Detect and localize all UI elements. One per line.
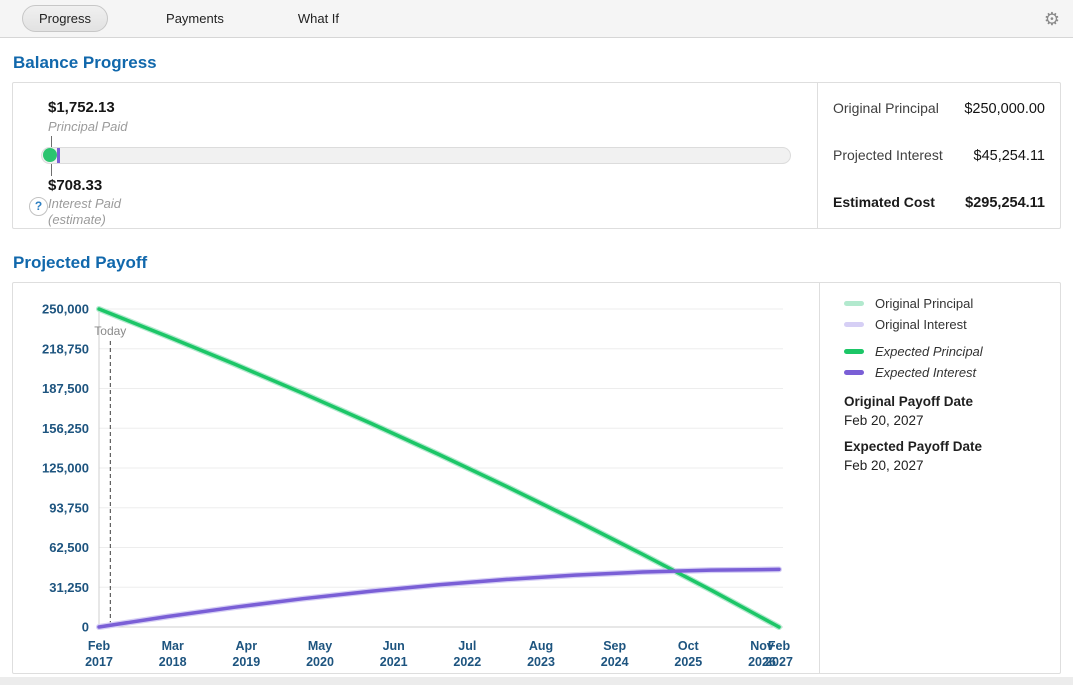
balance-progress-bar-area: $1,752.13 Principal Paid $708.33 Interes… <box>13 83 817 228</box>
legend-label: Original Principal <box>875 296 974 311</box>
top-tab-bar: Progress Payments What If ⚙ <box>0 0 1073 38</box>
expected-payoff-date-label: Expected Payoff Date <box>844 439 983 454</box>
tab-progress[interactable]: Progress <box>22 5 109 32</box>
original-payoff-date-label: Original Payoff Date <box>844 394 974 409</box>
summary-label: Original Principal <box>833 100 939 116</box>
gear-icon[interactable]: ⚙ <box>1043 8 1060 29</box>
interest-paid-marker <box>57 148 60 163</box>
balance-summary-panel: Original Principal $250,000.00 Projected… <box>817 83 1060 228</box>
series-line-expected-interest <box>97 567 781 629</box>
original-principal-swatch <box>844 301 864 306</box>
chart-legend-panel: Original Principal Original Interest Exp… <box>819 283 1060 673</box>
balance-progress-title: Balance Progress <box>13 53 157 72</box>
y-tick-label: 31,250 <box>49 580 89 595</box>
tab-payments[interactable]: Payments <box>166 11 224 26</box>
y-tick-label: 218,750 <box>42 341 89 356</box>
projected-payoff-card: 250,000 218,750 187,500 156,250 125,000 93,75… <box>12 282 1061 674</box>
legend-item-expected-principal: Expected Principal <box>844 341 1050 362</box>
y-tick-label: 0 <box>82 620 89 635</box>
legend-label: Original Interest <box>875 317 967 332</box>
summary-value: $45,254.11 <box>973 148 1046 164</box>
projected-payoff-title: Projected Payoff <box>13 253 148 272</box>
interest-marker-tick <box>51 164 52 176</box>
x-tick-label: Jun 2021 <box>380 639 408 669</box>
summary-value: $295,254.11 <box>965 195 1045 211</box>
payoff-chart: 250,000 218,750 187,500 156,250 125,000 93,75… <box>13 283 819 673</box>
legend-label: Expected Interest <box>875 365 977 380</box>
principal-paid-marker <box>43 148 57 162</box>
x-tick-label: May 2020 <box>306 639 334 669</box>
y-tick-label: 187,500 <box>42 381 89 396</box>
x-tick-label: Sep 2024 <box>601 639 629 669</box>
balance-progress-card: $1,752.13 Principal Paid $708.33 Interes… <box>12 82 1061 229</box>
y-tick-label: 250,000 <box>42 302 89 317</box>
x-tick-label: Apr 2019 <box>232 639 260 669</box>
y-tick-label: 125,000 <box>42 461 89 476</box>
expected-principal-swatch <box>844 349 864 354</box>
expected-interest-swatch <box>844 370 864 375</box>
x-tick-label: Feb 2027 <box>765 639 793 669</box>
x-tick-label: Aug 2023 <box>527 639 555 669</box>
interest-paid-amount: $708.33 <box>48 177 103 194</box>
principal-paid-amount: $1,752.13 <box>48 99 115 116</box>
original-interest-swatch <box>844 322 864 327</box>
interest-paid-sublabel: (estimate) <box>48 212 106 227</box>
summary-value: $250,000.00 <box>964 101 1045 117</box>
interest-paid-label: Interest Paid <box>48 196 121 211</box>
principal-marker-tick <box>51 136 52 147</box>
x-tick-label: Oct 2025 <box>674 639 702 669</box>
summary-row-projected-interest: Projected Interest $45,254.11 <box>833 147 1045 164</box>
legend-item-original-principal: Original Principal <box>844 293 1050 314</box>
summary-label: Projected Interest <box>833 147 943 163</box>
x-tick-label: Feb 2017 <box>85 639 113 669</box>
today-label: Today <box>94 324 126 338</box>
summary-row-estimated-cost: Estimated Cost $295,254.11 <box>833 194 1045 211</box>
principal-paid-label: Principal Paid <box>48 119 128 134</box>
y-tick-label: 93,750 <box>49 500 89 515</box>
x-tick-label: Jul 2022 <box>453 639 481 669</box>
y-tick-label: 62,500 <box>49 540 89 555</box>
help-icon[interactable]: ? <box>29 197 48 216</box>
original-payoff-date-value: Feb 20, 2027 <box>844 413 924 428</box>
series-line-expected-principal <box>97 307 781 629</box>
series-line-original-interest <box>96 566 782 630</box>
x-tick-label: Mar 2018 <box>159 639 187 669</box>
legend-label: Expected Principal <box>875 344 983 359</box>
y-tick-label: 156,250 <box>42 421 89 436</box>
legend-item-expected-interest: Expected Interest <box>844 362 1050 383</box>
legend-item-original-interest: Original Interest <box>844 314 1050 335</box>
balance-progress-track <box>41 147 791 164</box>
tab-what-if[interactable]: What If <box>297 11 340 26</box>
summary-row-original-principal: Original Principal $250,000.00 <box>833 100 1045 117</box>
summary-label: Estimated Cost <box>833 194 935 210</box>
payoff-chart-svg: 250,000 218,750 187,500 156,250 125,000 93,75… <box>42 302 793 670</box>
expected-payoff-date-value: Feb 20, 2027 <box>844 458 924 473</box>
